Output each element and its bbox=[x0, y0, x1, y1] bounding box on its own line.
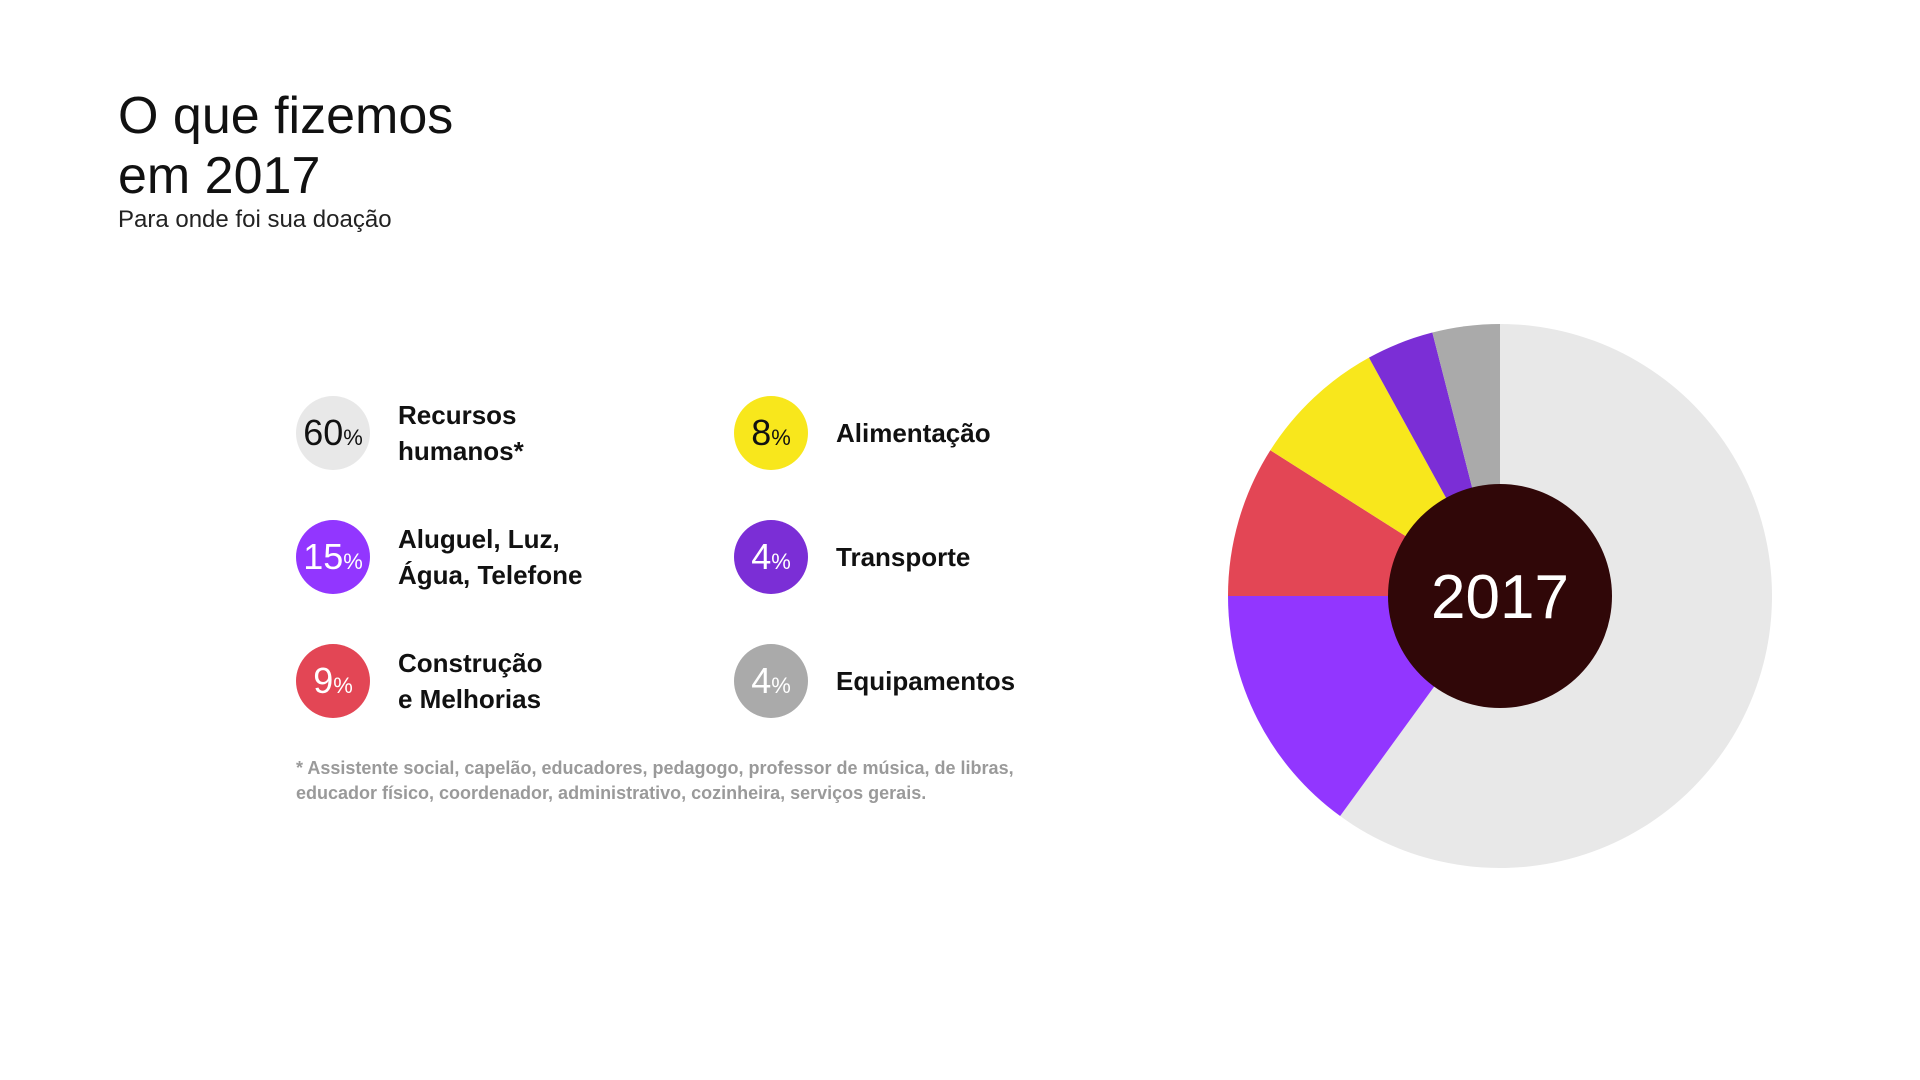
legend-badge: 4% bbox=[734, 520, 808, 594]
legend-badge: 60% bbox=[296, 396, 370, 470]
legend-label: Aluguel, Luz, Água, Telefone bbox=[398, 524, 583, 590]
legend-unit: % bbox=[343, 425, 363, 450]
legend-unit: % bbox=[333, 673, 353, 698]
legend-unit: % bbox=[771, 549, 791, 574]
legend-value: 60 bbox=[303, 412, 344, 453]
legend-label: Construção e Melhorias bbox=[398, 648, 543, 714]
legend-badge: 8% bbox=[734, 396, 808, 470]
legend-value: 8 bbox=[751, 412, 772, 453]
legend-item-alimentacao: 8% Alimentação bbox=[734, 396, 991, 470]
legend-unit: % bbox=[771, 425, 791, 450]
legend-unit: % bbox=[343, 549, 363, 574]
legend-badge: 9% bbox=[296, 644, 370, 718]
legend-value: 9 bbox=[313, 660, 334, 701]
legend-item-equipamentos: 4% Equipamentos bbox=[734, 644, 1015, 718]
legend-item-construcao: 9% Construção e Melhorias bbox=[296, 644, 542, 718]
legend-badge: 15% bbox=[296, 520, 370, 594]
legend-value: 15 bbox=[303, 536, 344, 577]
legend-item-transporte: 4% Transporte bbox=[734, 520, 970, 594]
legend-label: Recursos humanos* bbox=[398, 400, 524, 466]
legend-label: Alimentação bbox=[836, 418, 991, 448]
legend-label: Equipamentos bbox=[836, 666, 1016, 696]
page-title: O que fizemos em 2017 bbox=[118, 87, 454, 205]
legend-value: 4 bbox=[751, 660, 772, 701]
legend-badge: 4% bbox=[734, 644, 808, 718]
legend-label: Transporte bbox=[836, 542, 971, 572]
legend-value: 4 bbox=[751, 536, 772, 577]
legend-item-aluguel: 15% Aluguel, Luz, Água, Telefone bbox=[296, 520, 582, 594]
legend-unit: % bbox=[771, 673, 791, 698]
page-subtitle: Para onde foi sua doação bbox=[118, 206, 392, 233]
legend-item-recursos-humanos: 60% Recursos humanos* bbox=[296, 396, 524, 470]
legend: 60% Recursos humanos* 15% Aluguel, Luz, … bbox=[296, 392, 1096, 732]
footnote: * Assistente social, capelão, educadores… bbox=[296, 758, 1014, 803]
